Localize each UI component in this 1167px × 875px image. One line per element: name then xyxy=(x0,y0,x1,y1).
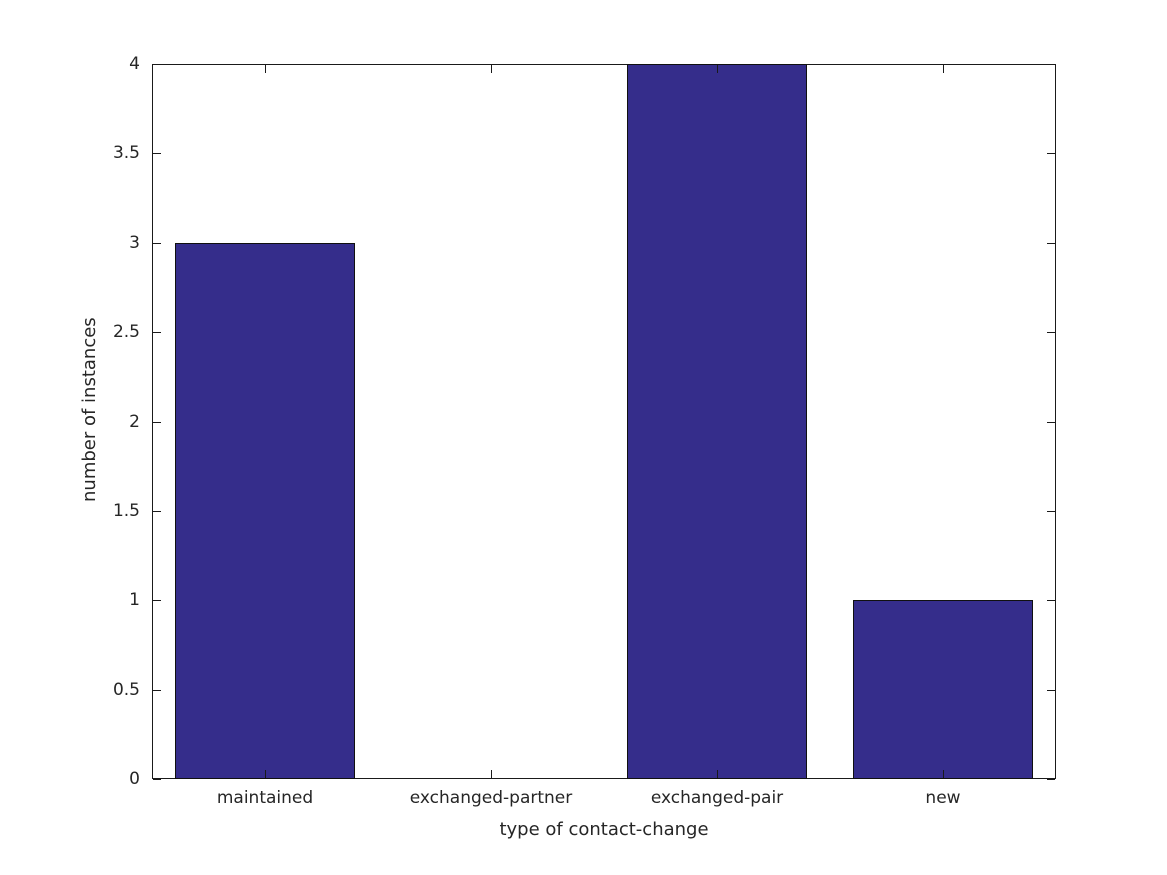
tick-mark xyxy=(153,779,161,780)
y-tick-label: 1.5 xyxy=(112,500,140,521)
x-tick-label-exchanged-partner: exchanged-partner xyxy=(409,788,573,808)
y-tick-label: 0 xyxy=(129,769,140,789)
tick-mark xyxy=(1047,421,1055,423)
tick-mark xyxy=(491,770,492,778)
tick-mark xyxy=(1047,689,1055,691)
y-tick-label: 3 xyxy=(129,232,140,253)
y-axis-label: number of instances xyxy=(79,316,100,502)
tick-mark xyxy=(153,332,161,334)
tick-mark xyxy=(153,64,161,65)
tick-mark xyxy=(717,770,718,778)
y-tick-label: 3.5 xyxy=(112,143,140,164)
bar-exchanged-pair xyxy=(626,64,808,779)
x-axis-label: type of contact-change xyxy=(499,819,709,840)
y-tick-label: 4 xyxy=(129,54,140,74)
plot-area xyxy=(152,64,1056,779)
tick-mark xyxy=(265,770,266,778)
tick-mark xyxy=(1047,64,1055,65)
tick-mark xyxy=(717,65,718,73)
tick-mark xyxy=(265,65,266,73)
y-tick-label: 2 xyxy=(129,411,140,432)
tick-mark xyxy=(943,65,944,73)
tick-mark xyxy=(943,770,944,778)
y-tick-label: 2.5 xyxy=(112,322,140,343)
tick-mark xyxy=(153,153,161,155)
x-tick-label-maintained: maintained xyxy=(216,788,314,808)
bar-new xyxy=(852,600,1034,779)
tick-mark xyxy=(153,421,161,423)
tick-mark xyxy=(1047,242,1055,244)
tick-mark xyxy=(153,242,161,244)
bar-maintained xyxy=(174,242,356,779)
tick-mark xyxy=(1047,779,1055,780)
tick-mark xyxy=(1047,153,1055,155)
x-tick-label-exchanged-pair: exchanged-pair xyxy=(650,788,784,808)
tick-mark xyxy=(491,65,492,73)
tick-mark xyxy=(1047,600,1055,602)
tick-mark xyxy=(153,689,161,691)
y-tick-label: 0.5 xyxy=(112,679,140,700)
tick-mark xyxy=(153,510,161,512)
tick-mark xyxy=(1047,510,1055,512)
y-tick-label: 1 xyxy=(129,590,140,611)
tick-mark xyxy=(1047,332,1055,334)
x-tick-label-new: new xyxy=(925,788,961,808)
tick-mark xyxy=(153,600,161,602)
